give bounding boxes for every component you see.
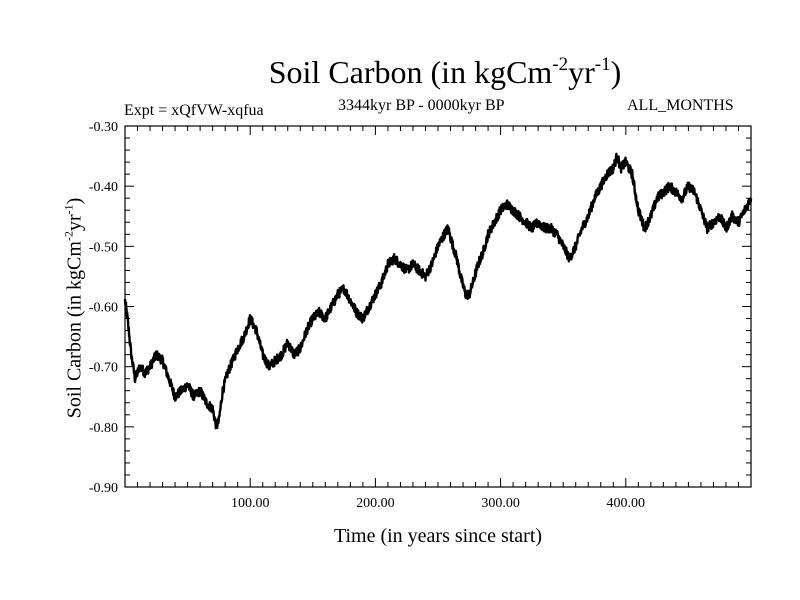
title-text: Soil Carbon (in kgCm: [268, 54, 553, 90]
x-tick-label: 100.00: [231, 496, 270, 511]
title-text-end: ): [610, 54, 622, 90]
y-label-exponent-1: -2: [61, 231, 76, 242]
x-tick-label: 300.00: [481, 496, 520, 511]
y-tick-label: -0.60: [89, 301, 118, 316]
y-label-text-end: ): [63, 197, 86, 205]
x-tick-label: 200.00: [356, 496, 395, 511]
title-text-unit: yr: [568, 54, 595, 90]
y-tick-label: -0.80: [89, 421, 118, 436]
y-tick-label: -0.70: [89, 361, 118, 376]
axis-ticks: [125, 125, 751, 488]
y-label-text: Soil Carbon (in kgCm: [63, 241, 86, 419]
period-label: 3344kyr BP - 0000kyr BP: [338, 97, 505, 114]
y-label-exponent-2: -1: [61, 204, 76, 215]
y-axis-label: Soil Carbon (in kgCm-2yr-1): [62, 198, 87, 419]
title-exponent-1: -2: [552, 54, 569, 75]
y-tick-label: -0.30: [89, 120, 118, 135]
chart-title: Soil Carbon (in kgCm-2yr-1): [0, 54, 800, 91]
title-exponent-2: -1: [594, 54, 611, 75]
y-tick-label: -0.90: [89, 481, 118, 496]
months-label: ALL_MONTHS: [627, 97, 734, 114]
series-line-soil-carbon: [123, 152, 753, 430]
x-axis-label: Time (in years since start): [333, 525, 543, 547]
plot-frame: [124, 125, 752, 488]
y-tick-label: -0.50: [89, 240, 118, 255]
y-tick-label: -0.40: [89, 180, 118, 195]
x-tick-label: 400.00: [607, 496, 646, 511]
tick-labels: -0.90 -0.80 -0.70 -0.60 -0.50 -0.40 -0.30 100.0…: [89, 120, 645, 511]
experiment-label: Expt = xQfVW-xqfua: [124, 102, 264, 119]
y-label-text-unit: yr: [63, 214, 86, 232]
